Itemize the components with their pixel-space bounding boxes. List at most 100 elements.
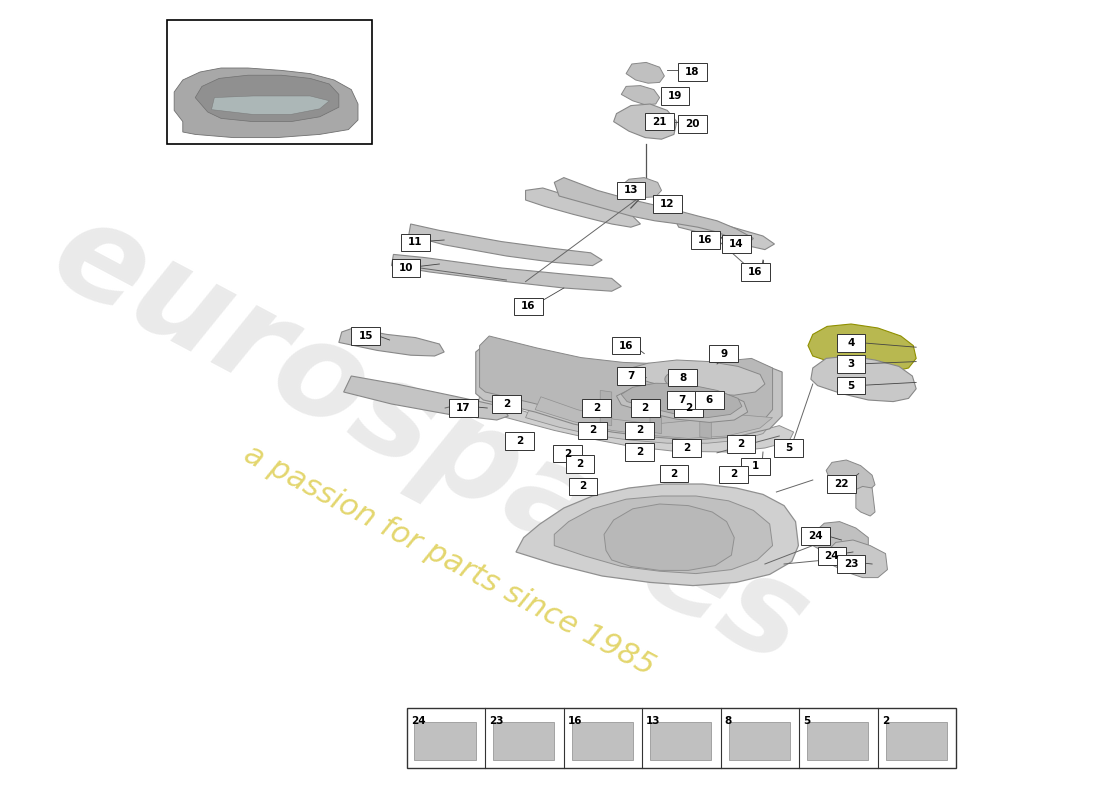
- Text: 9: 9: [720, 349, 727, 358]
- Text: 3: 3: [847, 359, 855, 369]
- Bar: [660, 465, 689, 482]
- Text: 2: 2: [684, 403, 692, 413]
- Text: 2: 2: [641, 403, 649, 413]
- Text: 16: 16: [521, 302, 536, 311]
- Polygon shape: [526, 188, 640, 227]
- Bar: [616, 182, 646, 199]
- Text: 4: 4: [847, 338, 855, 348]
- Text: 2: 2: [576, 459, 584, 469]
- Text: 11: 11: [408, 238, 422, 247]
- Text: 7: 7: [627, 371, 635, 381]
- Text: 2: 2: [683, 443, 690, 453]
- Text: 2: 2: [580, 482, 586, 491]
- Polygon shape: [811, 356, 916, 402]
- Polygon shape: [700, 403, 712, 438]
- Polygon shape: [516, 484, 799, 586]
- Bar: [660, 87, 690, 105]
- Text: 13: 13: [624, 186, 638, 195]
- Bar: [553, 445, 582, 462]
- Bar: [407, 708, 956, 768]
- Bar: [565, 455, 594, 473]
- Bar: [569, 478, 597, 495]
- Bar: [837, 555, 866, 573]
- Polygon shape: [409, 224, 602, 266]
- Polygon shape: [621, 86, 660, 105]
- Text: 20: 20: [685, 119, 700, 129]
- Bar: [668, 391, 696, 409]
- Text: 2: 2: [729, 470, 737, 479]
- Bar: [827, 475, 856, 493]
- Polygon shape: [674, 214, 774, 250]
- Text: 8: 8: [725, 716, 732, 726]
- Text: 10: 10: [398, 263, 414, 273]
- Bar: [166, 20, 373, 144]
- Polygon shape: [535, 397, 772, 438]
- Polygon shape: [621, 383, 741, 418]
- Text: 2: 2: [882, 716, 889, 726]
- Bar: [741, 458, 770, 475]
- Bar: [886, 722, 947, 760]
- Polygon shape: [526, 406, 770, 443]
- Polygon shape: [174, 68, 358, 138]
- Text: 13: 13: [646, 716, 661, 726]
- Text: 6: 6: [706, 395, 713, 405]
- Bar: [728, 722, 790, 760]
- Bar: [402, 234, 430, 251]
- Text: 2: 2: [636, 447, 644, 457]
- Bar: [392, 259, 420, 277]
- Bar: [837, 355, 866, 373]
- Text: 24: 24: [410, 716, 426, 726]
- Text: 16: 16: [698, 235, 713, 245]
- Polygon shape: [343, 376, 508, 420]
- Bar: [722, 235, 750, 253]
- Text: 5: 5: [847, 381, 855, 390]
- Text: 2: 2: [670, 469, 678, 478]
- Bar: [727, 435, 756, 453]
- Bar: [672, 439, 701, 457]
- Polygon shape: [626, 62, 664, 83]
- Polygon shape: [808, 324, 916, 372]
- Text: 2: 2: [588, 426, 596, 435]
- Bar: [572, 722, 632, 760]
- Polygon shape: [826, 540, 888, 578]
- Text: 18: 18: [685, 67, 700, 77]
- Text: 22: 22: [834, 479, 849, 489]
- Bar: [449, 399, 477, 417]
- Bar: [625, 422, 653, 439]
- Bar: [582, 399, 610, 417]
- Bar: [493, 722, 554, 760]
- Polygon shape: [826, 460, 875, 491]
- Bar: [801, 527, 830, 545]
- Bar: [837, 377, 866, 394]
- Text: 23: 23: [490, 716, 504, 726]
- Bar: [612, 337, 640, 354]
- Bar: [678, 63, 706, 81]
- Polygon shape: [631, 360, 764, 395]
- Polygon shape: [211, 96, 329, 114]
- Bar: [631, 399, 660, 417]
- Bar: [719, 466, 748, 483]
- Polygon shape: [601, 390, 612, 426]
- Bar: [668, 369, 697, 386]
- Text: 5: 5: [785, 443, 792, 453]
- Bar: [646, 113, 674, 130]
- Bar: [579, 422, 607, 439]
- Bar: [710, 345, 738, 362]
- Text: 5: 5: [803, 716, 811, 726]
- Bar: [351, 327, 380, 345]
- Bar: [514, 298, 542, 315]
- Text: 23: 23: [844, 559, 858, 569]
- Polygon shape: [476, 342, 782, 440]
- Polygon shape: [554, 496, 772, 574]
- Polygon shape: [650, 398, 661, 434]
- Polygon shape: [195, 75, 339, 122]
- Text: 12: 12: [660, 199, 674, 209]
- Polygon shape: [604, 504, 735, 570]
- Text: 24: 24: [808, 531, 823, 541]
- Bar: [415, 722, 476, 760]
- Ellipse shape: [664, 372, 689, 386]
- Polygon shape: [616, 384, 748, 422]
- Text: 2: 2: [503, 399, 510, 409]
- Text: 2: 2: [564, 449, 571, 458]
- Bar: [650, 722, 712, 760]
